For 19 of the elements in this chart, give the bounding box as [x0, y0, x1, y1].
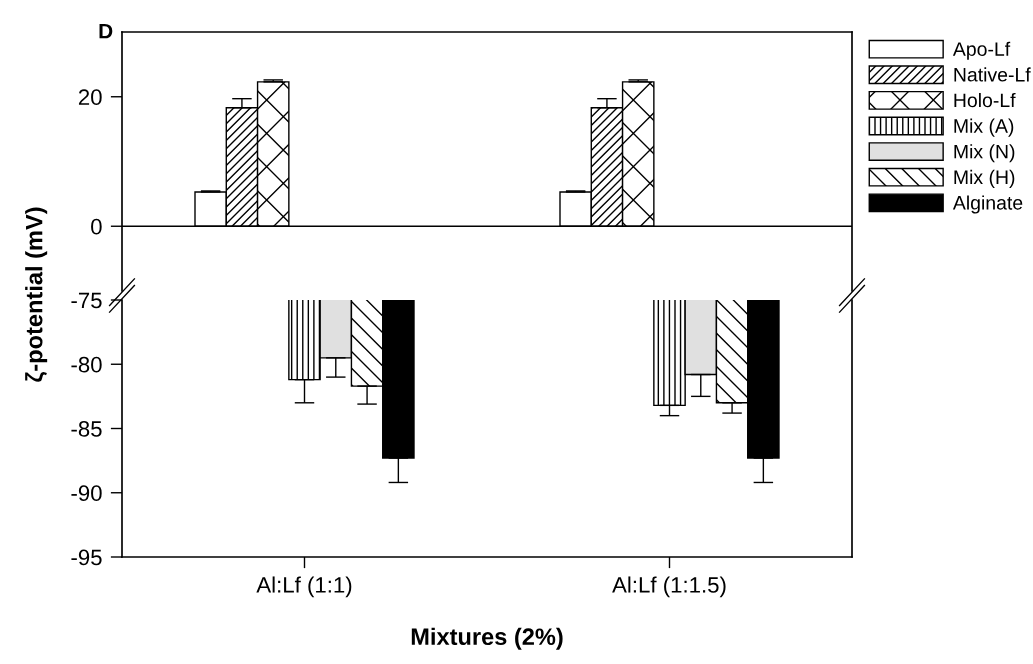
- legend-label: Mix (H): [954, 169, 1015, 188]
- legend-label: Alginate: [952, 195, 1023, 214]
- legend-label: Apo-Lf: [952, 41, 1011, 60]
- x-axis-title: Mixtures (2%): [411, 627, 563, 650]
- legend-label: Holo-Lf: [954, 92, 1016, 108]
- y-axis-title: ζ-potential (mV): [25, 207, 48, 382]
- text: D: [99, 24, 113, 39]
- legend-label: Native-Lf: [954, 67, 1031, 82]
- y-tick-label: -90: [71, 485, 102, 502]
- legend-label: Mix (N): [954, 144, 1015, 163]
- y-tick-label: 20: [78, 89, 102, 106]
- x-tick-label: Al:Lf (1:1): [256, 576, 352, 598]
- legend-label: Mix (A): [954, 118, 1014, 137]
- y-tick-label: -95: [71, 549, 102, 566]
- y-tick-label: -85: [71, 421, 102, 437]
- y-tick-label: 0: [91, 218, 102, 235]
- y-tick-label: -75: [71, 292, 102, 309]
- y-tick-label: -80: [71, 356, 102, 373]
- x-tick-label: Al:Lf (1:1.5): [612, 576, 726, 598]
